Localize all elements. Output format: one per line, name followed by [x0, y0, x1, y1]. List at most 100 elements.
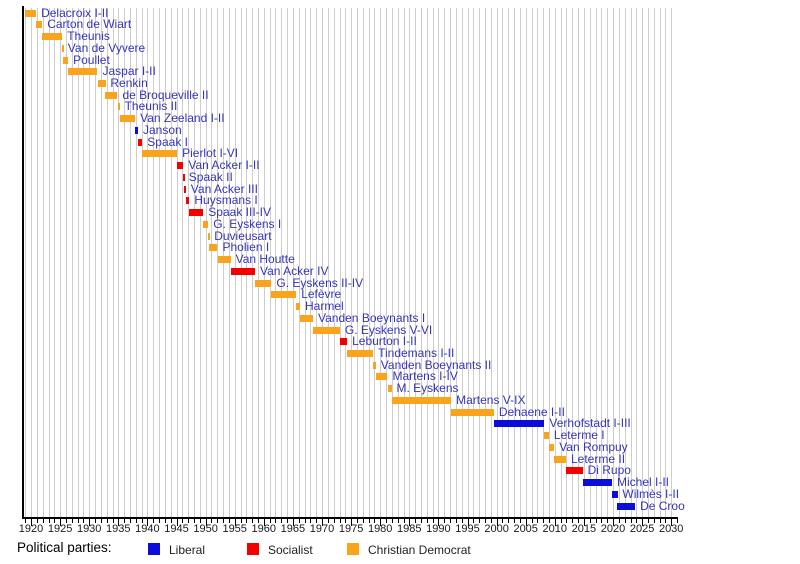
gridline — [100, 8, 102, 517]
pm-name-label[interactable]: Leterme I — [553, 428, 605, 443]
pm-name-label[interactable]: Van Acker III — [190, 181, 258, 196]
pm-term-bar[interactable] — [612, 490, 618, 498]
pm-term-bar[interactable] — [271, 291, 297, 299]
pm-name-label[interactable]: Van de Vyvere — [67, 40, 146, 55]
pm-name-label[interactable]: Michel I-II — [617, 475, 670, 490]
pm-name-label[interactable]: Lefèvre — [301, 287, 342, 302]
gridline — [653, 8, 655, 517]
pm-name-label[interactable]: Vanden Boeynants II — [380, 357, 492, 372]
pm-term-bar[interactable] — [209, 244, 218, 252]
minor-tick — [519, 519, 521, 523]
pm-term-bar[interactable] — [62, 56, 69, 64]
pm-name-label[interactable]: Delacroix I-II — [41, 5, 109, 20]
gridline — [432, 8, 434, 517]
pm-name-label[interactable]: Harmel — [305, 299, 344, 313]
pm-term-bar[interactable] — [119, 115, 136, 123]
year-label: 1930 — [76, 523, 102, 535]
pm-term-bar[interactable] — [68, 68, 98, 76]
pm-term-bar[interactable] — [135, 126, 138, 134]
pm-name-label[interactable]: Carton de Wiart — [47, 17, 132, 32]
pm-name-label[interactable]: Van Rompuy — [559, 439, 628, 454]
minor-tick — [345, 519, 347, 523]
pm-term-bar[interactable] — [255, 279, 272, 287]
pm-name-label[interactable]: Spaak III-IV — [208, 205, 271, 220]
pm-term-bar[interactable] — [451, 408, 494, 416]
major-tick — [234, 519, 236, 526]
pm-term-bar[interactable] — [117, 103, 120, 111]
pm-name-label[interactable]: Leburton I-II — [352, 334, 417, 349]
pm-name-label[interactable]: Spaak I — [147, 134, 188, 149]
pm-name-label[interactable]: Duvieusart — [214, 228, 272, 243]
pm-term-bar[interactable] — [347, 350, 374, 357]
pm-term-bar[interactable] — [183, 173, 185, 181]
pm-term-bar[interactable] — [177, 162, 184, 170]
pm-term-bar[interactable] — [548, 443, 555, 451]
pm-name-label[interactable]: Van Zeeland I-II — [140, 111, 225, 126]
pm-name-label[interactable]: Pierlot I-VI — [182, 146, 239, 161]
gridline — [333, 8, 335, 517]
gridline — [199, 8, 201, 517]
pm-term-bar[interactable] — [142, 150, 177, 158]
pm-name-label[interactable]: Spaak II — [188, 169, 233, 184]
pm-term-bar[interactable] — [493, 420, 545, 428]
pm-term-bar[interactable] — [105, 91, 118, 99]
pm-term-bar[interactable] — [375, 373, 388, 381]
pm-term-bar[interactable] — [217, 256, 231, 263]
gridline — [25, 8, 27, 517]
pm-name-label[interactable]: Verhofstadt I-III — [549, 416, 631, 431]
pm-term-bar[interactable] — [544, 432, 549, 440]
pm-name-label[interactable]: Martens V-IX — [456, 392, 526, 407]
gridline — [258, 8, 259, 517]
pm-name-label[interactable]: Vanden Boeynants I — [318, 310, 426, 325]
pm-name-label[interactable]: G. Eyskens I — [213, 216, 282, 231]
pm-name-label[interactable]: de Broqueville II — [122, 87, 209, 102]
pm-name-label[interactable]: Theunis — [67, 29, 110, 43]
pm-name-label[interactable]: Martens I-IV — [392, 369, 458, 384]
pm-term-bar[interactable] — [208, 232, 210, 240]
pm-term-bar[interactable] — [36, 21, 43, 29]
pm-term-bar[interactable] — [189, 209, 204, 217]
pm-name-label[interactable]: Van Acker IV — [260, 263, 329, 278]
pm-name-label[interactable]: G. Eyskens II-IV — [276, 275, 364, 290]
pm-name-label[interactable]: Huysmans I — [194, 193, 258, 208]
pm-term-bar[interactable] — [313, 326, 340, 334]
pm-name-label[interactable]: Van Acker I-II — [188, 158, 260, 173]
pm-term-bar[interactable] — [138, 138, 143, 146]
pm-term-bar[interactable] — [339, 338, 348, 346]
minor-tick — [42, 519, 44, 523]
pm-term-bar[interactable] — [566, 467, 583, 475]
pm-term-bar[interactable] — [24, 9, 37, 17]
pm-term-bar[interactable] — [42, 33, 63, 40]
pm-term-bar[interactable] — [300, 314, 313, 322]
pm-name-label[interactable]: Van Houtte — [235, 252, 295, 266]
pm-term-bar[interactable] — [62, 44, 64, 52]
pm-term-bar[interactable] — [391, 396, 452, 404]
pm-name-label[interactable]: Di Rupo — [587, 463, 631, 478]
pm-term-bar[interactable] — [185, 197, 190, 205]
pm-name-label[interactable]: Dehaene I-II — [498, 404, 565, 419]
pm-name-label[interactable]: Pholien I — [222, 240, 270, 255]
pm-term-bar[interactable] — [373, 361, 376, 369]
pm-name-label[interactable]: Jaspar I-II — [102, 64, 156, 79]
gridline — [327, 8, 329, 517]
pm-name-label[interactable]: M. Eyskens — [396, 381, 459, 396]
pm-name-label[interactable]: Renkin — [110, 75, 148, 90]
pm-name-label[interactable]: Poullet — [73, 52, 110, 67]
pm-term-bar[interactable] — [230, 267, 255, 275]
pm-term-bar[interactable] — [296, 303, 300, 310]
pm-term-bar[interactable] — [387, 385, 392, 393]
pm-term-bar[interactable] — [582, 479, 612, 487]
pm-term-bar[interactable] — [97, 79, 106, 87]
pm-name-label[interactable]: Leterme II — [571, 451, 626, 466]
pm-term-bar[interactable] — [554, 455, 566, 463]
pm-name-label[interactable]: Janson — [143, 122, 182, 137]
pm-name-label[interactable]: De Croo — [640, 498, 685, 513]
pm-term-bar[interactable] — [183, 185, 186, 193]
gridline — [205, 8, 207, 517]
pm-name-label[interactable]: Theunis II — [124, 99, 178, 114]
pm-name-label[interactable]: Tindemans I-II — [378, 346, 455, 360]
pm-name-label[interactable]: G. Eyskens V-VI — [344, 322, 433, 337]
pm-name-label[interactable]: Wilmès I-II — [622, 486, 680, 501]
pm-term-bar[interactable] — [203, 220, 209, 228]
pm-term-bar[interactable] — [617, 502, 636, 510]
